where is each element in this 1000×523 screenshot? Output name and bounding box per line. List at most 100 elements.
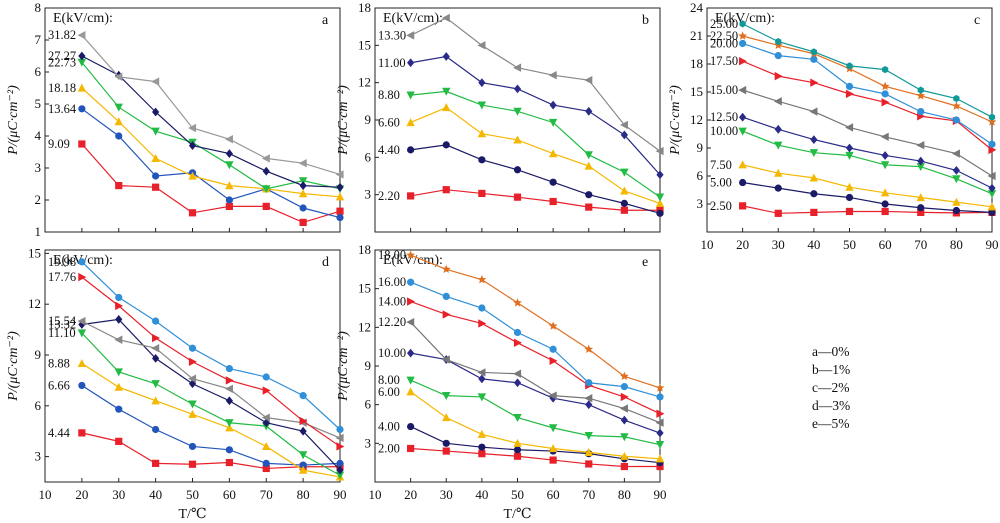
x-tick-label: 90 <box>334 487 347 502</box>
data-point <box>620 371 629 381</box>
data-point <box>952 175 961 184</box>
data-point <box>225 364 233 373</box>
data-point <box>115 182 123 190</box>
data-point <box>513 84 522 94</box>
data-point <box>882 66 889 74</box>
data-point <box>299 181 307 190</box>
data-point <box>548 149 558 158</box>
data-point <box>513 135 522 144</box>
field-value-label: 25.00 <box>710 17 738 31</box>
data-point <box>78 258 86 266</box>
data-point <box>152 183 160 191</box>
data-point <box>477 41 486 50</box>
key-line-c: c—2% <box>812 380 850 395</box>
data-point <box>739 20 746 28</box>
data-point <box>152 333 161 343</box>
data-point <box>188 442 197 451</box>
series-20.00 <box>739 39 996 148</box>
data-point <box>738 160 747 169</box>
data-point <box>407 348 415 358</box>
data-point <box>585 203 593 211</box>
data-point <box>988 183 996 193</box>
series-line <box>81 261 341 430</box>
field-value-label: 8.00 <box>378 373 400 387</box>
data-point <box>656 209 664 217</box>
series-15.54 <box>77 316 344 443</box>
data-point <box>407 444 415 453</box>
data-point <box>298 465 308 474</box>
data-point <box>406 91 415 100</box>
data-point <box>845 151 854 160</box>
data-point <box>584 161 593 170</box>
data-point <box>845 207 854 216</box>
series-17.76 <box>78 272 345 451</box>
data-point <box>810 48 817 56</box>
data-point <box>774 124 782 134</box>
y-tick-label: 24 <box>690 0 704 15</box>
series-5.00 <box>739 178 996 216</box>
data-point <box>513 328 522 337</box>
data-point <box>188 374 197 383</box>
data-point <box>739 112 747 122</box>
field-value-label: 2.00 <box>378 441 400 455</box>
series-line <box>81 34 341 175</box>
data-point <box>584 432 593 440</box>
data-point <box>620 383 628 391</box>
data-point <box>584 151 593 160</box>
data-point <box>262 373 270 381</box>
y-tick-label: 12 <box>690 112 703 127</box>
data-point <box>656 170 664 180</box>
y-axis-label: P/(μC·cm⁻²) <box>6 85 21 156</box>
data-point <box>225 181 234 190</box>
data-point <box>151 127 160 136</box>
data-point <box>335 170 344 179</box>
data-point <box>262 185 271 194</box>
y-tick-label: 1 <box>35 224 42 239</box>
data-point <box>406 317 415 327</box>
data-point <box>335 433 344 443</box>
data-point <box>619 120 628 130</box>
data-point <box>881 98 890 107</box>
data-point <box>478 189 486 198</box>
data-point <box>115 301 124 311</box>
x-tick-label: 80 <box>950 237 963 252</box>
x-tick-label: 20 <box>736 237 749 252</box>
data-point <box>620 199 628 207</box>
data-point <box>407 422 415 431</box>
field-value-label: 17.76 <box>48 270 76 284</box>
data-point <box>225 149 233 158</box>
data-point <box>188 357 197 366</box>
series-line <box>742 60 993 151</box>
field-value-label: 27.27 <box>48 49 76 63</box>
data-point <box>151 344 160 353</box>
series-18.00 <box>406 250 665 392</box>
field-legend-title: E(kV/cm): <box>383 11 443 26</box>
data-point <box>620 415 628 425</box>
data-point <box>655 383 665 392</box>
data-point <box>739 202 747 210</box>
field-value-label: 22.73 <box>48 55 76 69</box>
data-point <box>152 107 160 117</box>
data-point <box>881 90 889 98</box>
data-point <box>114 117 123 126</box>
data-point <box>952 206 960 215</box>
data-point <box>656 393 664 401</box>
field-value-label: 18.00 <box>378 248 406 262</box>
series-line <box>410 17 661 152</box>
data-point <box>845 143 854 153</box>
data-point <box>584 394 593 403</box>
y-tick-label: 9 <box>697 140 704 155</box>
data-point <box>774 168 783 177</box>
data-point <box>441 355 450 364</box>
data-point <box>77 58 87 67</box>
data-point <box>880 161 890 170</box>
data-point <box>810 208 818 216</box>
data-point <box>620 462 628 471</box>
x-tick-label: 10 <box>701 237 714 252</box>
data-point <box>406 118 415 127</box>
field-value-label: 4.44 <box>48 426 71 440</box>
data-point <box>188 141 197 150</box>
field-value-label: 13.64 <box>48 102 77 116</box>
field-value-label: 15.54 <box>48 314 77 328</box>
y-tick-label: 6 <box>35 398 42 413</box>
